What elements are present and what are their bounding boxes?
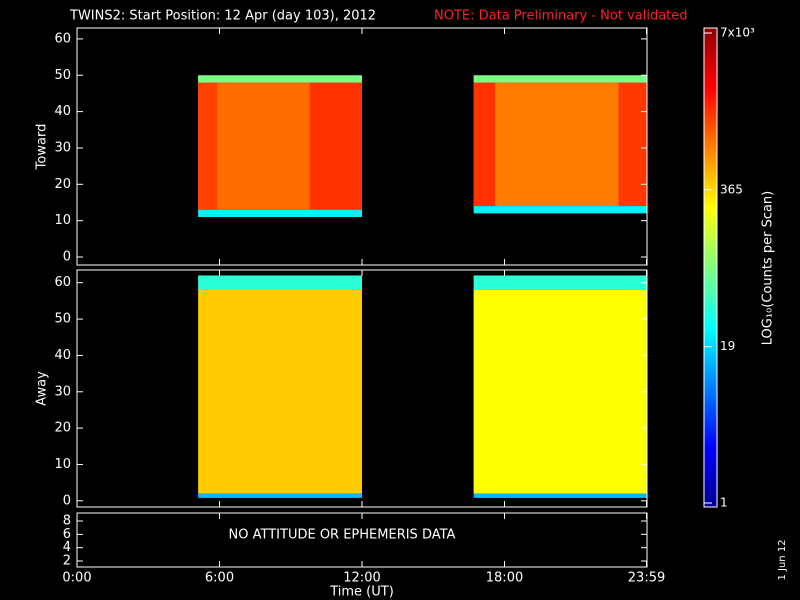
colorbar bbox=[703, 27, 718, 508]
data-cell bbox=[198, 289, 362, 494]
y-tick-label: 0 bbox=[63, 250, 71, 265]
y-tick-label: 10 bbox=[54, 213, 71, 228]
y-tick-label: 20 bbox=[54, 421, 71, 436]
data-cell bbox=[198, 275, 362, 290]
y-tick-label: 10 bbox=[54, 457, 71, 472]
data-cell bbox=[473, 493, 647, 498]
colorbar-tick-label: 365 bbox=[720, 182, 743, 196]
note: NOTE: Data Preliminary - Not validated bbox=[434, 9, 688, 24]
y-tick-label: 50 bbox=[54, 68, 71, 83]
colorbar-tick-label: 19 bbox=[720, 339, 735, 353]
x-tick-label: 18:00 bbox=[486, 571, 523, 586]
x-axis-label: Time (UT) bbox=[329, 585, 394, 600]
y-tick-label: 40 bbox=[54, 104, 71, 119]
data-cell bbox=[473, 206, 647, 214]
y-tick-label: 30 bbox=[54, 140, 71, 155]
y-axis-label: Toward bbox=[35, 124, 50, 171]
x-tick-label: 23:59 bbox=[628, 571, 665, 586]
data-cell bbox=[473, 82, 495, 207]
y-tick-label: 4 bbox=[63, 540, 71, 555]
date-label: 1 Jun 12 bbox=[777, 539, 788, 580]
data-cell bbox=[198, 493, 362, 498]
x-tick-label: 0:00 bbox=[62, 571, 91, 586]
y-tick-label: 40 bbox=[54, 348, 71, 363]
colorbar-tick-label: 7x10³ bbox=[720, 26, 755, 40]
data-cell bbox=[473, 75, 647, 83]
chart-title: TWINS2: Start Position: 12 Apr (day 103)… bbox=[69, 9, 376, 24]
y-tick-label: 60 bbox=[54, 31, 71, 46]
data-cell bbox=[473, 82, 647, 207]
y-tick-label: 30 bbox=[54, 384, 71, 399]
y-tick-label: 0 bbox=[63, 493, 71, 508]
y-tick-label: 60 bbox=[54, 275, 71, 290]
data-cell bbox=[198, 75, 362, 83]
data-cell bbox=[473, 275, 647, 290]
annotation: NO ATTITUDE OR EPHEMERIS DATA bbox=[229, 528, 456, 543]
data-cell bbox=[618, 82, 647, 207]
y-tick-label: 8 bbox=[63, 514, 71, 529]
data-cell bbox=[309, 82, 362, 210]
data-cell bbox=[198, 209, 362, 218]
x-tick-label: 12:00 bbox=[343, 571, 380, 586]
y-tick-label: 20 bbox=[54, 177, 71, 192]
data-cell bbox=[198, 82, 218, 210]
colorbar-tick-label: 1 bbox=[720, 496, 728, 510]
data-cell bbox=[473, 289, 647, 494]
y-tick-label: 50 bbox=[54, 312, 71, 327]
colorbar-label: LOG₁₀(Counts per Scan) bbox=[761, 191, 776, 346]
y-tick-label: 6 bbox=[63, 527, 71, 542]
y-axis-label: Away bbox=[35, 371, 50, 406]
x-tick-label: 6:00 bbox=[205, 571, 234, 586]
y-tick-label: 2 bbox=[63, 554, 71, 569]
